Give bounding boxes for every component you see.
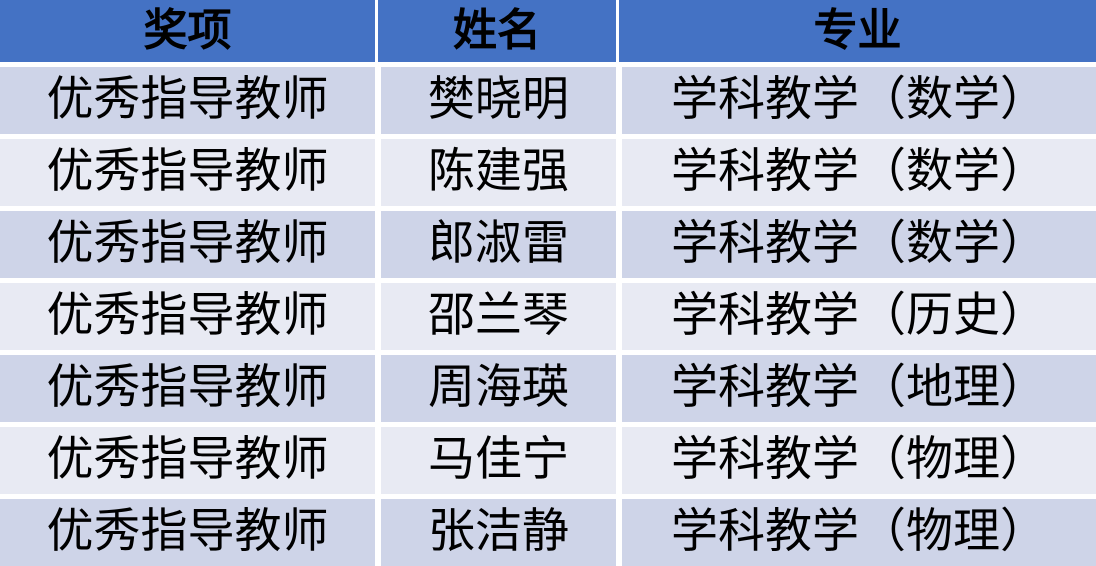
cell-award: 优秀指导教师 [0, 206, 375, 278]
cell-award: 优秀指导教师 [0, 134, 375, 206]
cell-award: 优秀指导教师 [0, 422, 375, 494]
cell-major: 学科教学（历史） [616, 278, 1096, 350]
table-row: 优秀指导教师 邵兰琴 学科教学（历史） [0, 278, 1096, 350]
cell-major: 学科教学（物理） [616, 422, 1096, 494]
cell-award: 优秀指导教师 [0, 350, 375, 422]
cell-award: 优秀指导教师 [0, 278, 375, 350]
table-row: 优秀指导教师 郎淑雷 学科教学（数学） [0, 206, 1096, 278]
header-cell-award: 奖项 [0, 0, 375, 62]
cell-major: 学科教学（数学） [616, 62, 1096, 134]
table-row: 优秀指导教师 樊晓明 学科教学（数学） [0, 62, 1096, 134]
table-row: 优秀指导教师 张洁静 学科教学（物理） [0, 494, 1096, 566]
table-row: 优秀指导教师 马佳宁 学科教学（物理） [0, 422, 1096, 494]
table-row: 优秀指导教师 周海瑛 学科教学（地理） [0, 350, 1096, 422]
cell-name: 周海瑛 [375, 350, 616, 422]
cell-name: 樊晓明 [375, 62, 616, 134]
header-cell-name: 姓名 [375, 0, 616, 62]
cell-major: 学科教学（数学） [616, 134, 1096, 206]
cell-major: 学科教学（地理） [616, 350, 1096, 422]
cell-award: 优秀指导教师 [0, 494, 375, 566]
table-header-row: 奖项 姓名 专业 [0, 0, 1096, 62]
cell-name: 邵兰琴 [375, 278, 616, 350]
cell-award: 优秀指导教师 [0, 62, 375, 134]
cell-name: 陈建强 [375, 134, 616, 206]
cell-name: 马佳宁 [375, 422, 616, 494]
cell-name: 郎淑雷 [375, 206, 616, 278]
table-row: 优秀指导教师 陈建强 学科教学（数学） [0, 134, 1096, 206]
header-cell-major: 专业 [616, 0, 1096, 62]
cell-major: 学科教学（物理） [616, 494, 1096, 566]
cell-major: 学科教学（数学） [616, 206, 1096, 278]
cell-name: 张洁静 [375, 494, 616, 566]
